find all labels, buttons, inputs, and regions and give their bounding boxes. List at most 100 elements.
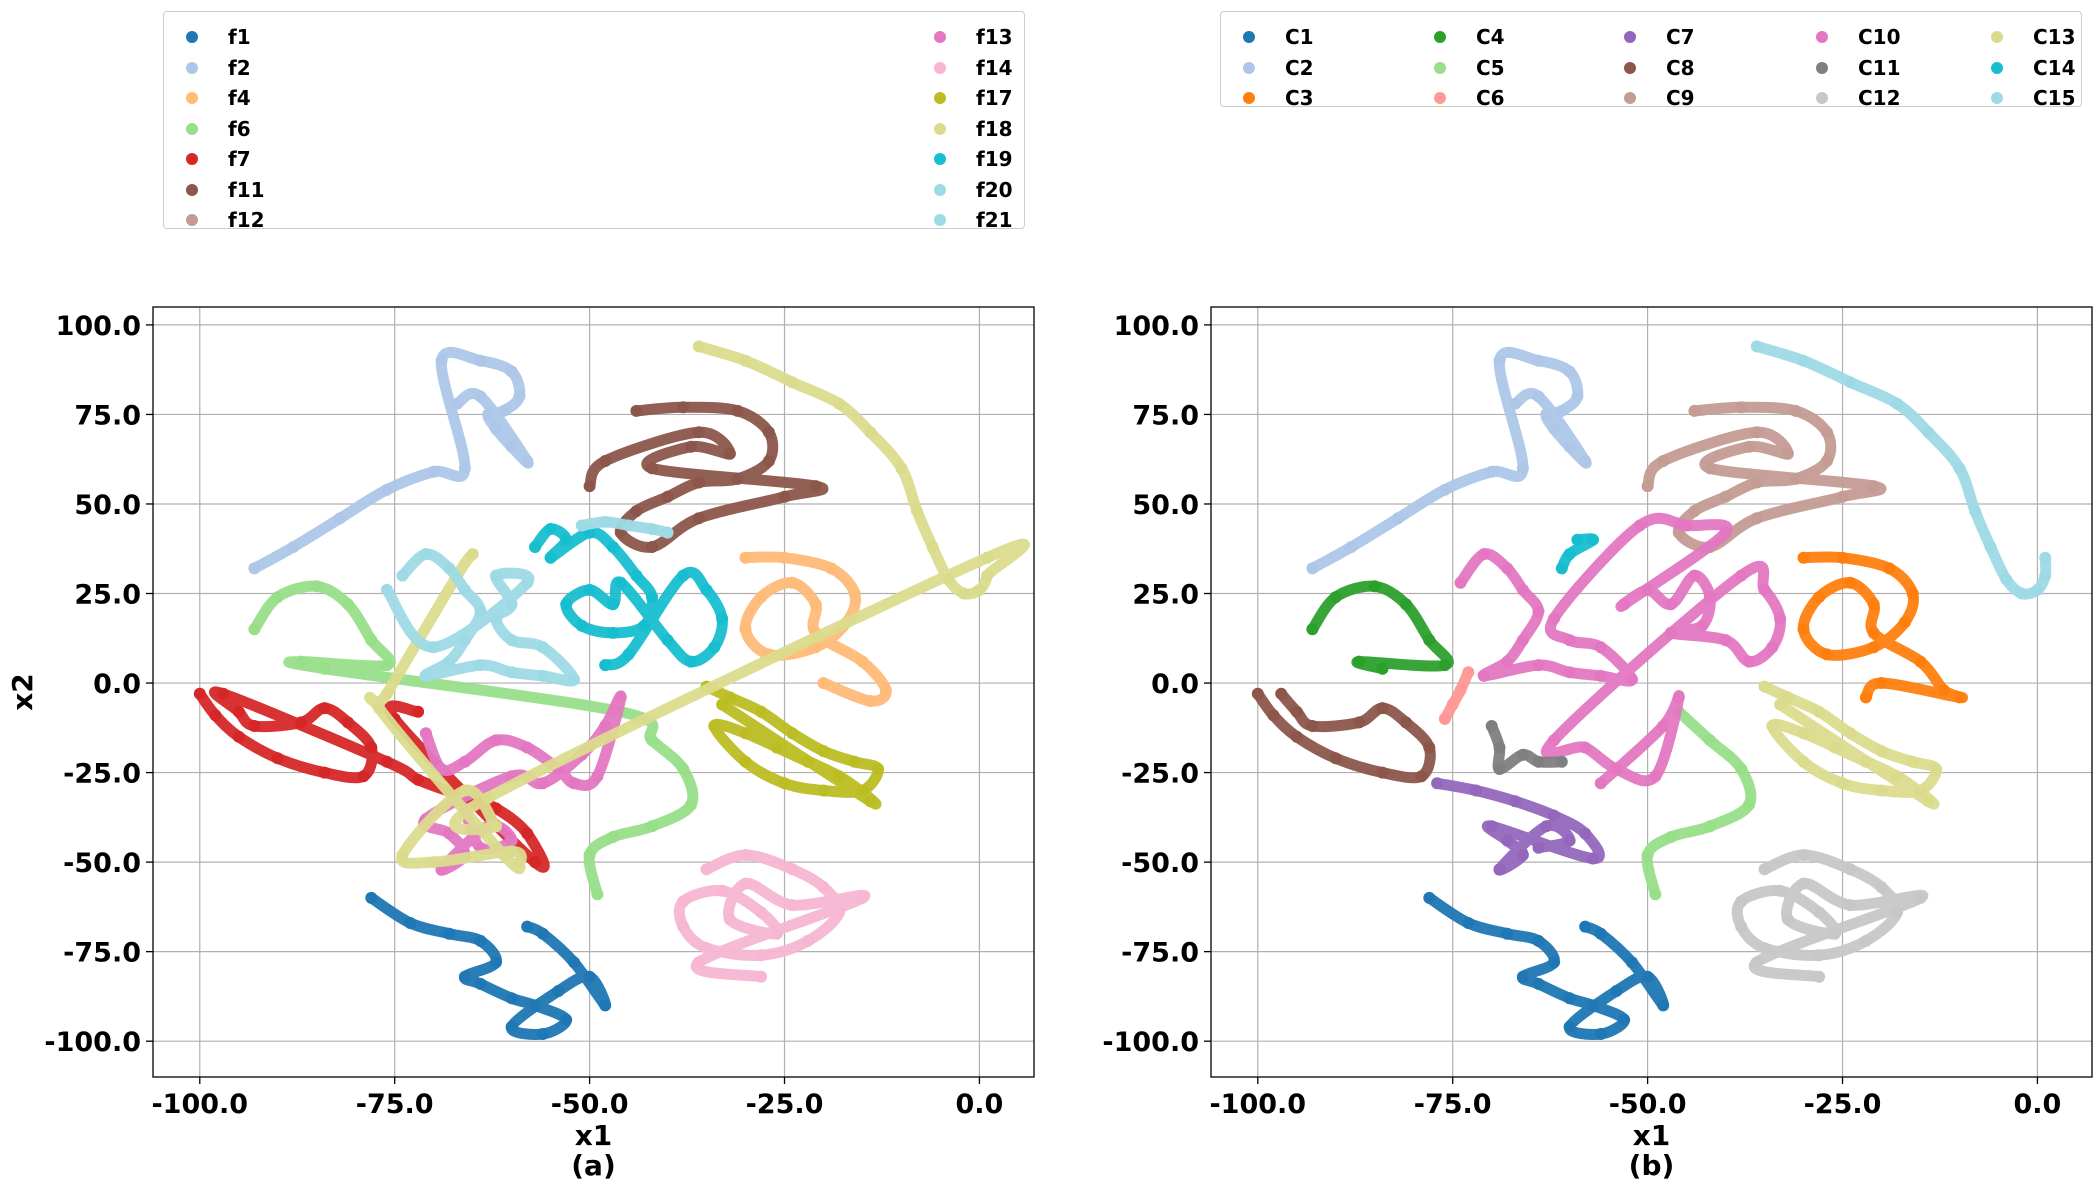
point-f7 xyxy=(380,755,393,768)
legend-item-C5: C5 xyxy=(1434,56,1505,80)
point-f13 xyxy=(458,755,471,768)
point-f2 xyxy=(458,462,471,475)
point-C10 xyxy=(1516,634,1529,647)
point-C1 xyxy=(1587,999,1599,1012)
point-C15 xyxy=(1969,505,1982,518)
point-f11 xyxy=(692,476,705,489)
point-C1 xyxy=(1594,927,1607,940)
point-f20 xyxy=(490,569,502,582)
point-C2 xyxy=(1555,404,1568,417)
legend-marker xyxy=(1434,61,1446,74)
series-C8 xyxy=(1252,688,1436,784)
legend-item-f20: f20 xyxy=(934,178,1013,202)
point-f11 xyxy=(677,401,690,414)
point-C15 xyxy=(1922,426,1935,439)
point-f17 xyxy=(770,741,783,754)
x-tick-label: 0.0 xyxy=(2014,1089,2062,1120)
point-f18 xyxy=(497,849,510,861)
point-C4 xyxy=(1368,580,1381,593)
point-f19 xyxy=(607,541,619,553)
legend-label: C6 xyxy=(1476,86,1505,110)
legend-item-C12: C12 xyxy=(1816,86,1901,110)
legend-label: f18 xyxy=(976,116,1013,141)
legend-marker xyxy=(1243,31,1255,43)
point-C9 xyxy=(1789,404,1802,417)
point-C10 xyxy=(1579,741,1592,754)
legend-label: C4 xyxy=(1476,25,1505,49)
point-C12 xyxy=(1813,949,1826,962)
legend-item-C8: C8 xyxy=(1624,56,1695,80)
point-C12 xyxy=(1758,863,1771,876)
legend-label: C1 xyxy=(1285,25,1314,49)
point-f17 xyxy=(739,755,752,768)
point-C2 xyxy=(1532,354,1545,367)
point-C9 xyxy=(1688,404,1701,417)
point-f6 xyxy=(271,591,284,604)
point-f2 xyxy=(521,455,534,467)
legend-marker xyxy=(186,122,198,135)
point-C15 xyxy=(2015,587,2028,600)
legend-label: f20 xyxy=(976,177,1013,202)
legend-marker xyxy=(1991,92,2003,104)
point-f14 xyxy=(739,877,752,890)
legend-marker xyxy=(186,153,198,165)
point-f1 xyxy=(552,985,565,997)
y-tick-label: 0.0 xyxy=(93,669,141,700)
legend-item-f6: f6 xyxy=(186,117,251,141)
point-f17 xyxy=(864,795,877,808)
point-f6 xyxy=(646,734,658,747)
point-f18 xyxy=(513,856,526,869)
point-C13 xyxy=(1914,784,1927,797)
y-tick-label: 50.0 xyxy=(74,490,141,521)
point-f20 xyxy=(458,634,471,647)
point-C13 xyxy=(1844,727,1857,740)
y-tick-label: 25.0 xyxy=(1132,580,1199,611)
point-C12 xyxy=(1828,927,1841,940)
point-C1 xyxy=(1563,992,1576,1005)
y-tick-label: -25.0 xyxy=(1121,759,1199,790)
point-f20 xyxy=(380,583,393,596)
point-f17 xyxy=(817,784,830,797)
point-C10 xyxy=(1501,562,1514,575)
point-C11 xyxy=(1493,763,1506,775)
x-tick-label: -50.0 xyxy=(1609,1089,1687,1120)
legend-label: C9 xyxy=(1666,86,1695,110)
point-f21 xyxy=(599,515,612,528)
point-C13 xyxy=(1766,720,1779,732)
point-C6 xyxy=(1438,712,1451,725)
point-f7 xyxy=(412,705,425,718)
point-C7 xyxy=(1470,784,1483,797)
point-f18 xyxy=(864,426,877,439)
point-C10 xyxy=(1618,598,1631,611)
point-C13 xyxy=(1859,755,1872,768)
point-f13 xyxy=(591,770,604,783)
point-f14 xyxy=(723,913,736,926)
legend-label: f11 xyxy=(228,177,265,202)
point-C15 xyxy=(1844,376,1857,389)
legend-marker xyxy=(934,122,946,135)
point-f4 xyxy=(755,591,768,604)
point-C4 xyxy=(1376,662,1389,675)
point-f2 xyxy=(474,354,487,367)
point-C15 xyxy=(2000,573,2013,586)
series-f2 xyxy=(248,346,534,574)
point-f14 xyxy=(716,884,729,897)
point-f14 xyxy=(801,934,814,947)
point-C13 xyxy=(1906,755,1919,768)
point-f13 xyxy=(568,777,580,790)
point-C10 xyxy=(1501,655,1514,668)
point-C13 xyxy=(1813,705,1826,718)
point-C2 xyxy=(1563,365,1576,378)
point-f14 xyxy=(817,881,830,894)
y-tick-label: -50.0 xyxy=(63,848,141,879)
point-f14 xyxy=(739,849,752,861)
x-tick-label: -25.0 xyxy=(746,1089,824,1120)
point-f17 xyxy=(856,784,869,797)
point-f19 xyxy=(575,619,588,632)
point-f19 xyxy=(677,569,690,582)
point-f17 xyxy=(755,705,768,718)
x-tick-label: -100.0 xyxy=(1209,1089,1306,1120)
y-tick-label: -25.0 xyxy=(63,759,141,790)
legend-item-f17: f17 xyxy=(934,86,1013,110)
point-f13 xyxy=(505,834,518,847)
